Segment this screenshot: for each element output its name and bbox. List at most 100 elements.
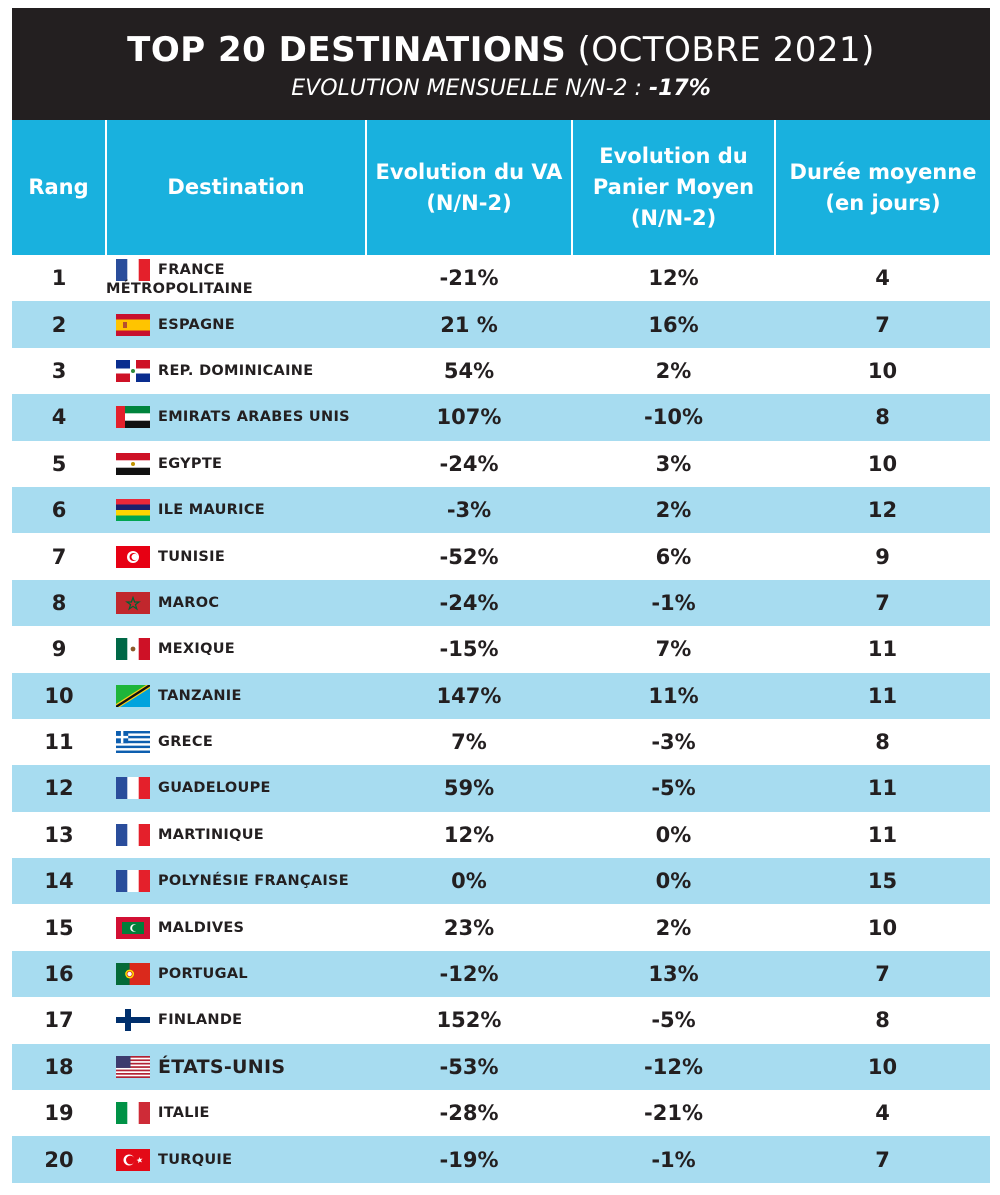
evolution-panier-cell: 2% [572,486,775,534]
destination-name: TANZANIE [158,687,242,704]
evolution-va-cell: 7% [366,718,572,766]
evolution-va-cell: -21% [366,255,572,302]
evolution-panier-cell: 16% [572,301,775,348]
evolution-va-cell: -19% [366,1136,572,1183]
evolution-va-cell: 107% [366,394,572,441]
evolution-panier-cell: -12% [572,1043,775,1091]
table-header-row: Rang Destination Evolution du VA (N/N-2)… [12,120,990,255]
header-evolution-panier: Evolution du Panier Moyen (N/N-2) [572,120,776,255]
france-flag-icon [116,259,150,282]
evolution-va-cell: 12% [366,811,572,859]
rang-cell: 7 [12,533,106,580]
header-evolution-va: Evolution du VA (N/N-2) [366,120,573,255]
title-bar: TOP 20 DESTINATIONS (OCTOBRE 2021) EVOLU… [12,8,990,120]
table-row: 17 FINLANDE 152% -5% 8 [12,997,990,1044]
duree-cell: 4 [775,255,990,302]
destination-cell: ESPAGNE [106,301,366,348]
evolution-va-cell: 54% [366,347,572,395]
duree-cell: 15 [775,858,990,905]
infographic: TOP 20 DESTINATIONS (OCTOBRE 2021) EVOLU… [12,8,990,1183]
destination-name: PORTUGAL [158,966,248,983]
evolution-panier-cell: 13% [572,950,775,998]
destination-name: GRECE [158,734,214,751]
subtitle-value: -17% [648,76,711,101]
greece-flag-icon [116,731,150,754]
table-row: 14 POLYNÉSIE FRANÇAISE 0% 0% 15 [12,858,990,905]
duree-cell: 7 [775,579,990,627]
destination-name: REP. DOMINICAINE [158,362,314,379]
mexico-flag-icon [116,638,150,661]
rang-cell: 10 [12,672,106,719]
dominican-republic-flag-icon [116,359,150,382]
destination-cell: ÉTATS-UNIS [106,1043,366,1091]
destination-name: GUADELOUPE [158,780,271,797]
duree-cell: 7 [775,950,990,998]
evolution-panier-cell: -1% [572,579,775,627]
evolution-va-cell: -12% [366,950,572,998]
rang-cell: 3 [12,347,106,395]
rang-cell: 14 [12,858,106,905]
evolution-va-cell: -24% [366,579,572,627]
evolution-panier-cell: 2% [572,347,775,395]
france-flag-icon [116,777,150,800]
table-row: 19 ITALIE -28% -21% 4 [12,1090,990,1137]
duree-cell: 10 [775,440,990,487]
rang-cell: 16 [12,950,106,998]
table-row: 6 ILE MAURICE -3% 2% 12 [12,486,990,534]
destination-cell: FINLANDE [106,997,366,1044]
table-row: 18 ÉTATS-UNIS -53% -12% 10 [12,1043,990,1091]
duree-cell: 8 [775,997,990,1044]
title-period: (OCTOBRE 2021) [577,30,875,70]
table-row: 15 MALDIVES 23% 2% 10 [12,904,990,951]
evolution-va-cell: 147% [366,672,572,719]
destination-name: ÉTATS-UNIS [158,1055,286,1078]
spain-flag-icon [116,313,150,336]
evolution-panier-cell: 0% [572,858,775,905]
portugal-flag-icon [116,963,150,986]
evolution-panier-cell: 2% [572,904,775,951]
evolution-va-cell: -52% [366,533,572,580]
destination-cell: ITALIE [106,1090,366,1137]
rang-cell: 19 [12,1090,106,1137]
evolution-va-cell: 23% [366,904,572,951]
rang-cell: 13 [12,811,106,859]
duree-cell: 10 [775,347,990,395]
subtitle-label: EVOLUTION MENSUELLE N/N-2 : [291,76,642,101]
turkey-flag-icon [116,1148,150,1171]
duree-cell: 7 [775,301,990,348]
evolution-va-cell: -15% [366,626,572,673]
destination-name: ITALIE [158,1105,210,1122]
table-row: 12 GUADELOUPE 59% -5% 11 [12,765,990,812]
evolution-panier-cell: 12% [572,255,775,302]
destination-cell: ILE MAURICE [106,486,366,534]
duree-cell: 11 [775,672,990,719]
duree-cell: 11 [775,626,990,673]
subtitle-line: EVOLUTION MENSUELLE N/N-2 : -17% [12,72,990,106]
mauritius-flag-icon [116,499,150,522]
maldives-flag-icon [116,916,150,939]
evolution-panier-cell: 6% [572,533,775,580]
finland-flag-icon [116,1009,150,1032]
rang-cell: 20 [12,1136,106,1183]
duree-cell: 9 [775,533,990,580]
evolution-va-cell: 59% [366,765,572,812]
duree-cell: 4 [775,1090,990,1137]
rang-cell: 11 [12,718,106,766]
destination-cell: GRECE [106,718,366,766]
destination-cell: TURQUIE [106,1136,366,1183]
uae-flag-icon [116,406,150,429]
rang-cell: 17 [12,997,106,1044]
evolution-panier-cell: -1% [572,1136,775,1183]
duree-cell: 12 [775,486,990,534]
destination-cell: MAROC [106,579,366,627]
rang-cell: 9 [12,626,106,673]
tunisia-flag-icon [116,545,150,568]
rang-cell: 5 [12,440,106,487]
destination-cell: POLYNÉSIE FRANÇAISE [106,858,366,905]
evolution-panier-cell: -10% [572,394,775,441]
table-row: 16 PORTUGAL -12% 13% 7 [12,950,990,998]
table-row: 20 TURQUIE -19% -1% 7 [12,1136,990,1183]
destination-cell: TANZANIE [106,672,366,719]
destination-name: MARTINIQUE [158,826,264,843]
evolution-panier-cell: 3% [572,440,775,487]
